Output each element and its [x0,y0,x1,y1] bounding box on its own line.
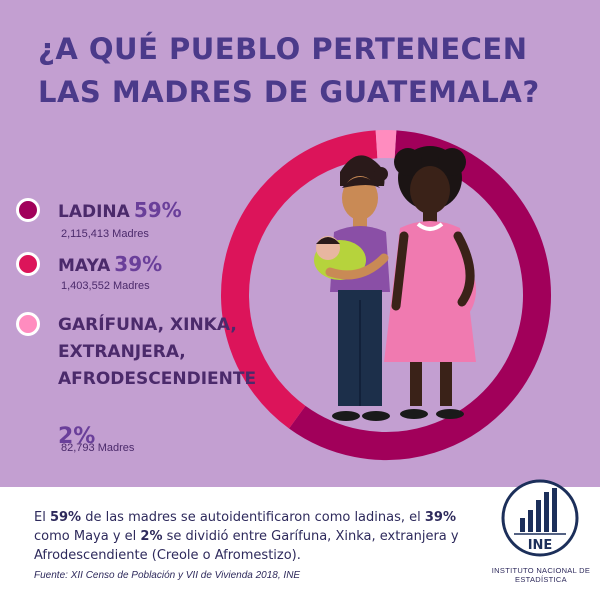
donut-chart [221,130,551,460]
legend-label-garifuna: GARÍFUNA, XINKA, EXTRANJERA, AFRODESCEND… [58,315,257,389]
legend-label-ladina: LADINA [58,202,130,222]
pregnant-mother-figure [384,146,476,419]
donut-segment-maya [221,130,378,429]
legend-count-ladina: 2,115,413 Madres [61,228,149,240]
legend-label-maya: MAYA [58,256,111,276]
legend-swatch-maya [16,252,40,276]
mothers-illustration [314,146,476,421]
source-note: Fuente: XII Censo de Población y VII de … [34,570,301,581]
legend-count-garifuna: 82,793 Madres [61,442,135,454]
legend-swatch-ladina [16,198,40,222]
summary-text: El 59% de las madres se autoidentificaro… [34,510,459,563]
logo-text: INE [528,538,553,553]
legend-swatch-garifuna [16,312,40,336]
ine-logo: INE [501,479,579,557]
logo-caption: INSTITUTO NACIONAL DE ESTADÍSTICA [491,566,591,584]
page-title: ¿A QUÉ PUEBLO PERTENECEN LAS MADRES DE G… [38,32,540,109]
legend-percent-maya: 39% [114,252,163,276]
mother-with-baby-figure [314,155,390,421]
legend-count-maya: 1,403,552 Madres [61,280,150,292]
chart-panel: ¿A QUÉ PUEBLO PERTENECEN LAS MADRES DE G… [0,0,600,487]
legend-percent-garifuna: 2% [58,424,96,449]
donut-segment-ladina [289,130,551,460]
legend-percent-ladina: 59% [133,198,182,222]
